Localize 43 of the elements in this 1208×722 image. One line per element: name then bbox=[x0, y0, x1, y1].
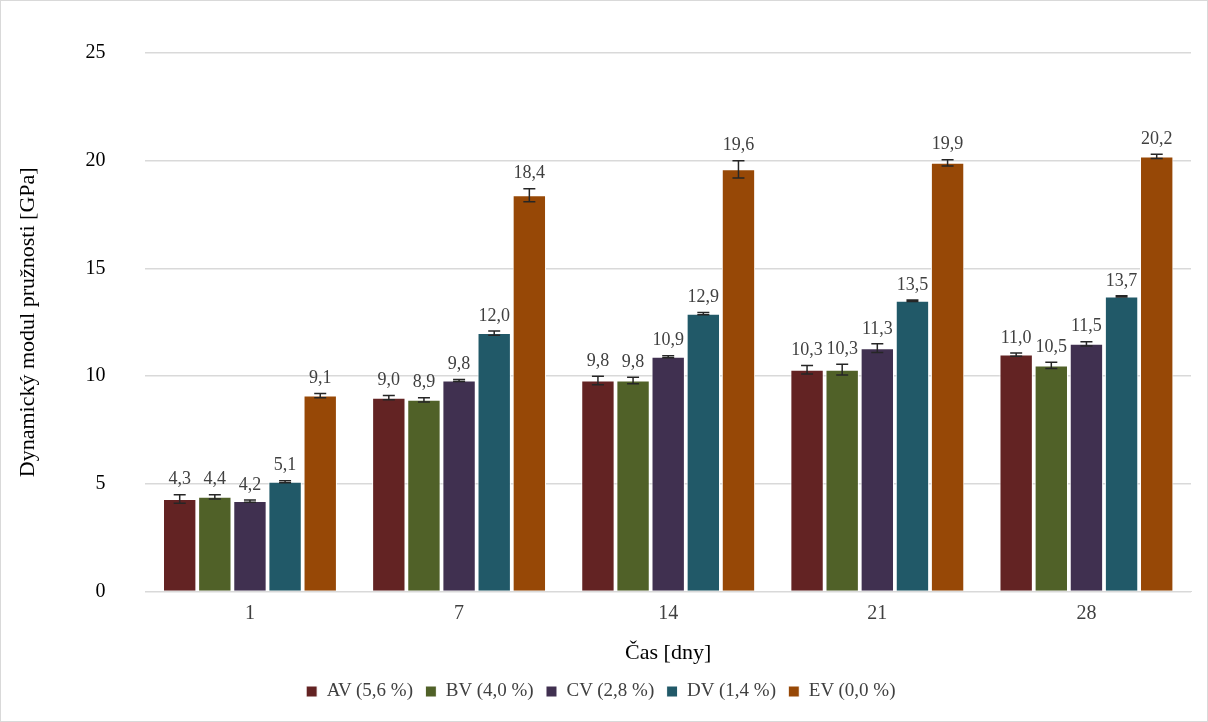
x-axis-title: Čas [dny] bbox=[625, 638, 712, 664]
data-label: 9,0 bbox=[377, 369, 401, 390]
legend-label: DV (1,4 %) bbox=[687, 679, 776, 702]
data-label: 11,5 bbox=[1071, 315, 1102, 336]
y-tick-label: 25 bbox=[85, 40, 106, 63]
legend-label: EV (0,0 %) bbox=[808, 679, 896, 702]
y-axis-title: Dynamický modul pružnosti [GPa] bbox=[13, 167, 39, 478]
data-label: 10,9 bbox=[652, 329, 684, 350]
data-label: 5,1 bbox=[273, 454, 297, 475]
x-tick-label: 14 bbox=[658, 600, 679, 623]
x-tick-label: 21 bbox=[867, 600, 888, 623]
legend-label: AV (5,6 %) bbox=[326, 679, 414, 702]
legend-label: CV (2,8 %) bbox=[566, 679, 655, 702]
y-tick-label: 5 bbox=[95, 471, 106, 494]
data-label: 10,3 bbox=[791, 339, 823, 360]
data-label: 19,6 bbox=[722, 134, 755, 155]
data-label: 9,8 bbox=[586, 349, 610, 370]
data-label: 9,8 bbox=[621, 350, 645, 371]
x-tick-label: 7 bbox=[454, 600, 465, 623]
data-label: 4,2 bbox=[238, 473, 262, 494]
data-label: 4,4 bbox=[203, 468, 227, 489]
data-label: 12,9 bbox=[687, 286, 720, 307]
data-label: 10,5 bbox=[1035, 335, 1068, 356]
x-tick-label: 28 bbox=[1076, 600, 1097, 623]
data-label: 9,8 bbox=[447, 353, 471, 374]
data-label: 20,2 bbox=[1140, 127, 1173, 148]
data-label: 18,4 bbox=[513, 162, 546, 183]
y-tick-label: 20 bbox=[85, 147, 106, 170]
y-tick-label: 0 bbox=[95, 578, 106, 601]
x-tick-label: 1 bbox=[244, 600, 255, 623]
data-label: 10,3 bbox=[826, 338, 858, 359]
legend-label: BV (4,0 %) bbox=[445, 679, 534, 702]
data-label: 9,1 bbox=[308, 367, 332, 388]
data-label: 19,9 bbox=[931, 133, 964, 154]
y-tick-label: 15 bbox=[85, 255, 106, 278]
data-label: 13,5 bbox=[896, 273, 929, 294]
y-tick-label: 10 bbox=[85, 363, 106, 386]
data-label: 11,3 bbox=[861, 317, 893, 338]
data-label: 13,7 bbox=[1105, 269, 1138, 290]
data-label: 8,9 bbox=[412, 371, 436, 392]
data-label: 4,3 bbox=[168, 468, 191, 489]
data-label: 12,0 bbox=[478, 304, 510, 325]
data-label: 11,0 bbox=[1000, 326, 1032, 347]
